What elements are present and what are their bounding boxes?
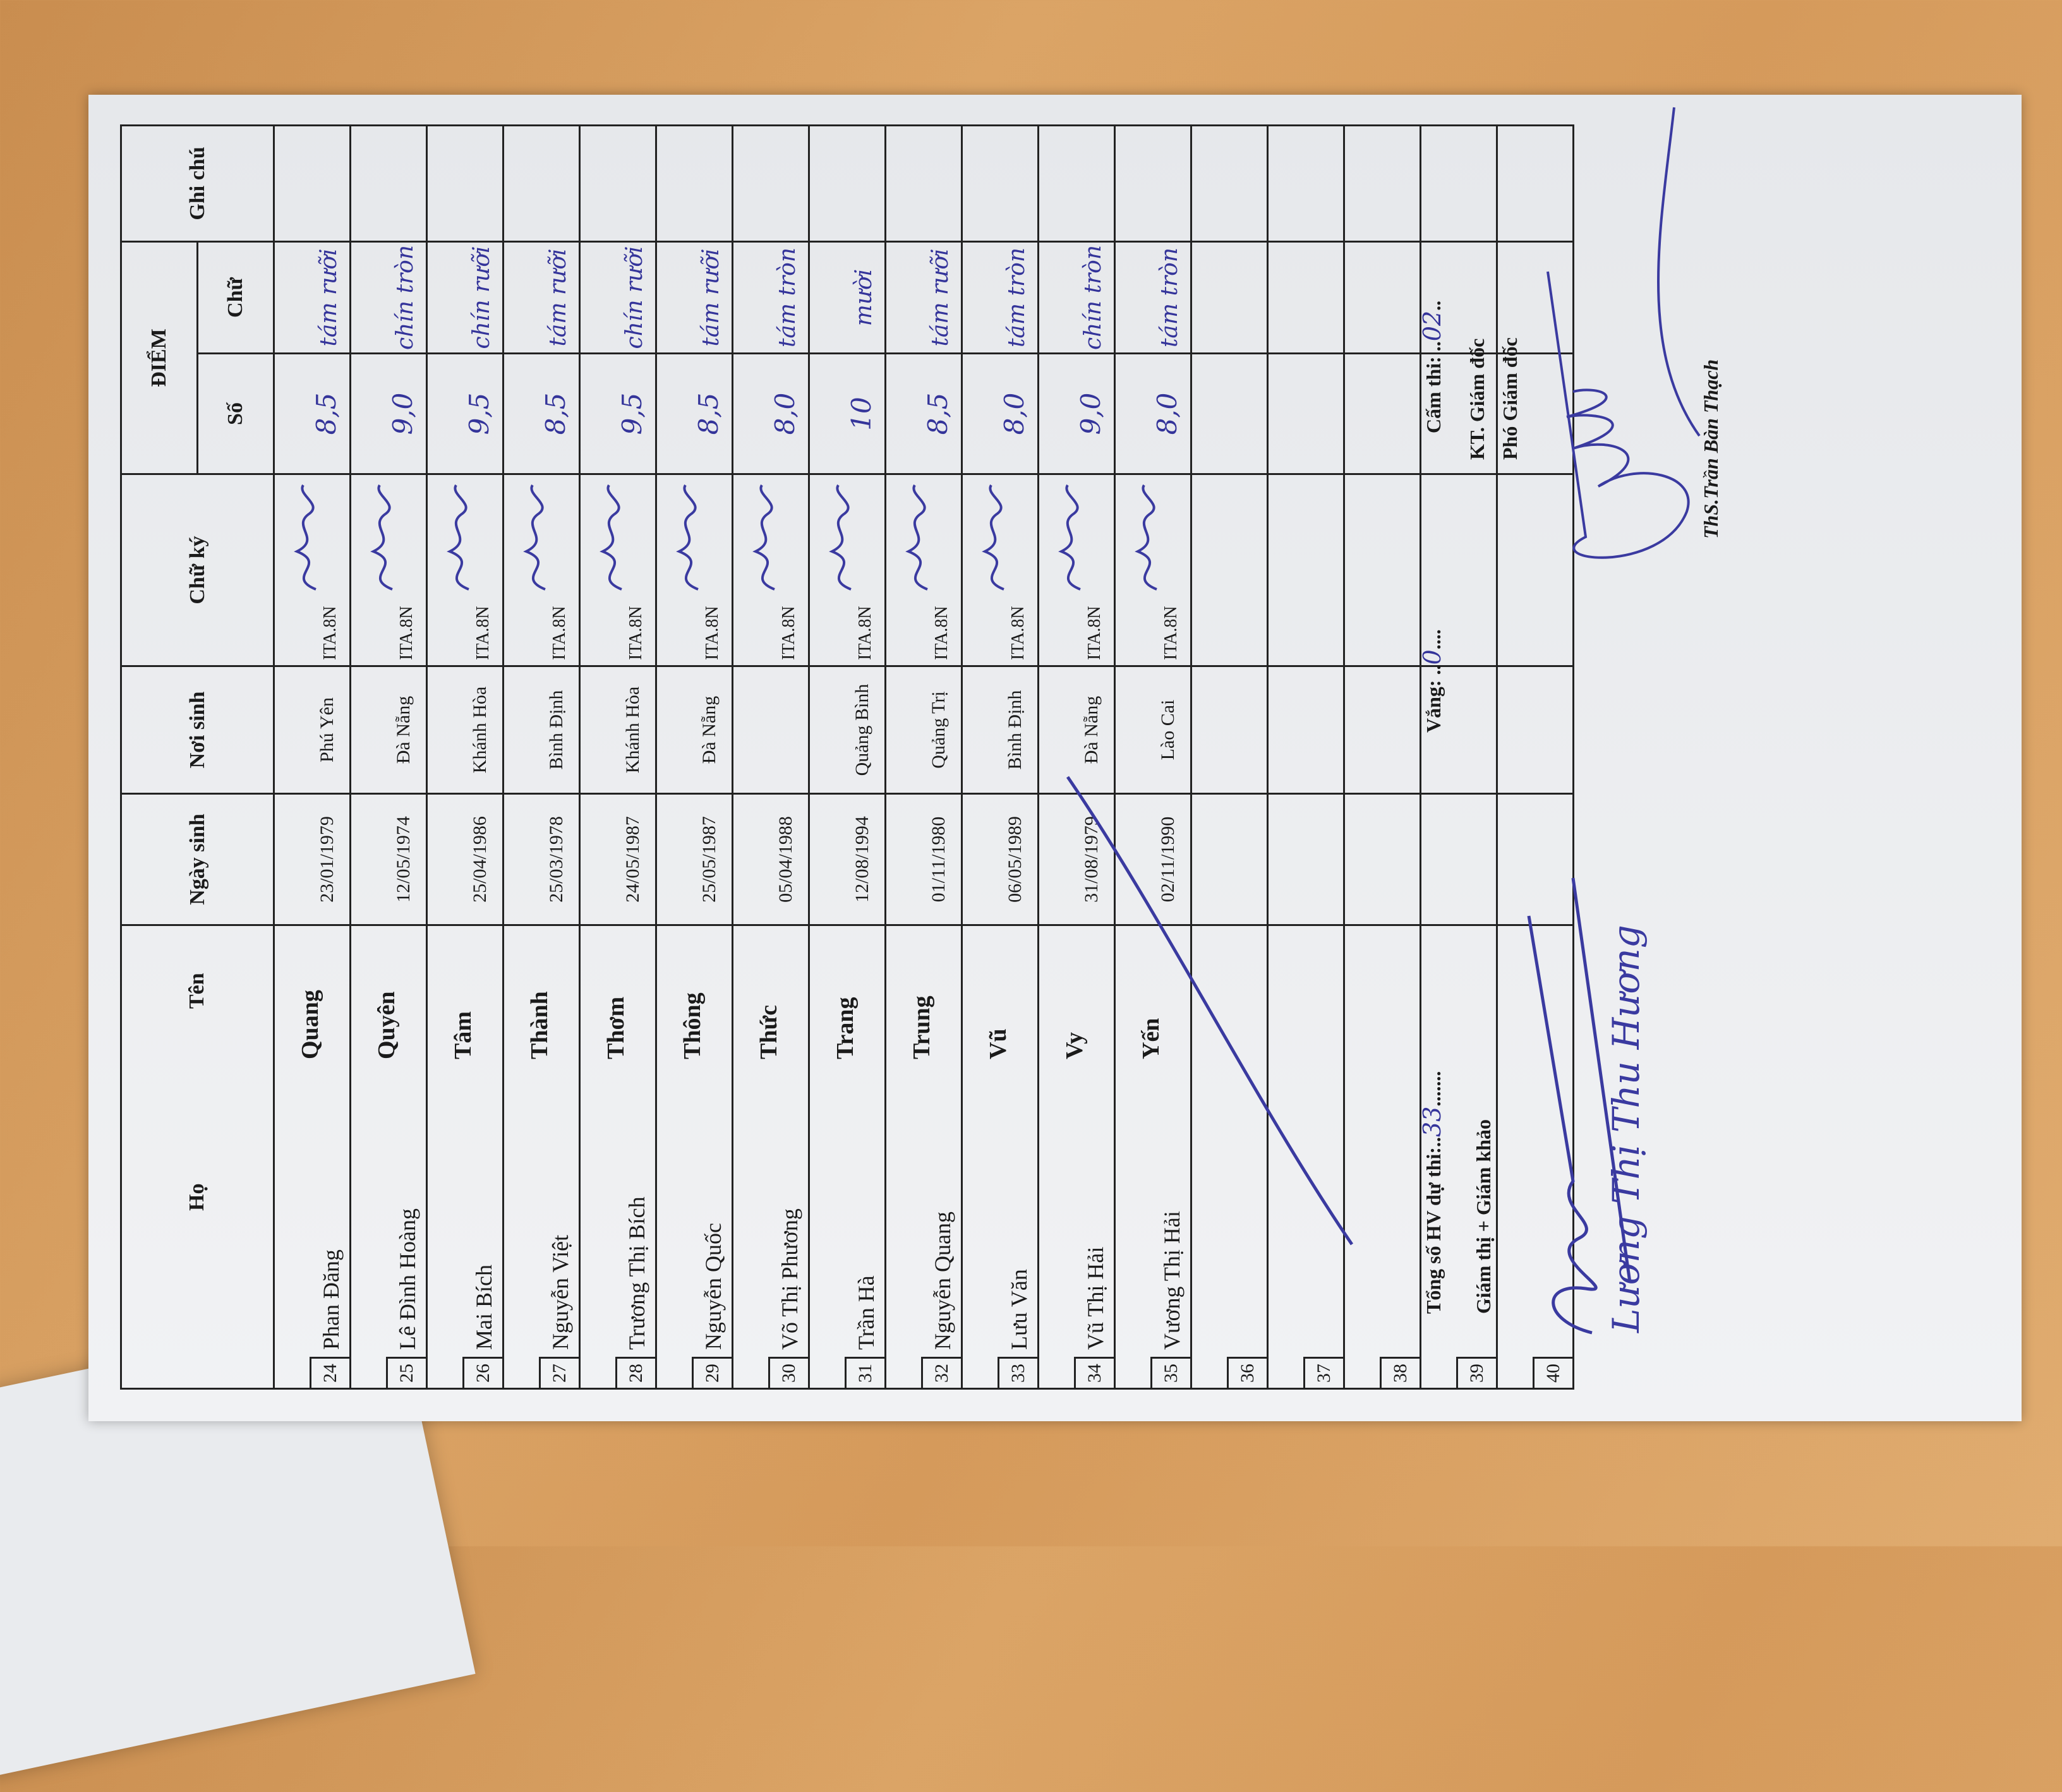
table-row: 32 Nguyễn Quang Trung 01/11/1980 Quảng Trị IT… bbox=[885, 125, 962, 1389]
proctor-signature bbox=[1527, 877, 1632, 1335]
candidate-signature bbox=[447, 484, 469, 591]
signature-cell: ITA.8N bbox=[274, 474, 351, 666]
candidate-signature bbox=[294, 484, 317, 591]
total-label: Tổng số HV dự thi:.. bbox=[1422, 1136, 1445, 1314]
director-signature bbox=[1546, 107, 1701, 559]
deputy-director-label: KT. Giám đốc bbox=[1466, 338, 1488, 460]
proctor-label: Giám thị + Giám khảo bbox=[1472, 1119, 1495, 1314]
candidate-signature bbox=[1058, 484, 1081, 591]
table-row: 35 Vương Thị Hải Yến 02/11/1990 Lào Cai ITA.8… bbox=[1114, 125, 1191, 1389]
candidate-signature bbox=[370, 484, 393, 591]
empty-rows-strike-line bbox=[1066, 776, 1354, 1246]
candidate-signature bbox=[829, 484, 852, 591]
signature-cell: ITA.8N bbox=[885, 474, 962, 666]
table-row: 25 Lê Đình Hoàng Quyên 12/05/1974 Đà Nẵng ITA… bbox=[350, 125, 427, 1389]
banned-dots: .. bbox=[1422, 300, 1445, 311]
candidate-signature bbox=[905, 484, 928, 591]
absent-count: Vắng: ..0.... bbox=[1418, 629, 1446, 733]
table-row: 28 Trương Thị Bích Thơm 24/05/1987 Khánh Hòa… bbox=[579, 125, 656, 1389]
candidate-signature bbox=[982, 484, 1004, 591]
signature-cell: ITA.8N bbox=[732, 474, 809, 666]
signature-cell: ITA.8N bbox=[426, 474, 503, 666]
candidate-signature bbox=[752, 484, 775, 591]
signature-cell: ITA.8N bbox=[1038, 474, 1115, 666]
table-row: 31 Trần Hà Trang 12/08/1994 Quảng Bình ITA.8N… bbox=[809, 125, 886, 1389]
table-row: 30 Võ Thị Phương Thức 05/04/1988 ITA.8N 8,0 tá… bbox=[732, 125, 809, 1389]
signature-cell: ITA.8N bbox=[1114, 474, 1191, 666]
signature-cell: ITA.8N bbox=[962, 474, 1039, 666]
table-row: 26 Mai Bích Tâm 25/04/1986 Khánh Hòa ITA.8N 9,… bbox=[426, 125, 503, 1389]
total-dots: ....... bbox=[1422, 1071, 1445, 1107]
table-row: 27 Nguyễn Việt Thành 25/03/1978 Bình Định ITA… bbox=[503, 125, 580, 1389]
signature-cell: ITA.8N bbox=[579, 474, 656, 666]
table-row: 34 Vũ Thị Hải Vy 31/08/1979 Đà Nẵng ITA.8N 9,0… bbox=[1038, 125, 1115, 1389]
score-table: Họ Tên Ngày sinh Nơi sinh Chữ ký ĐIỂM Gh… bbox=[120, 124, 1574, 1390]
signature-cell: ITA.8N bbox=[503, 474, 580, 666]
table-row: 33 Lưu Văn Vũ 06/05/1989 Bình Định ITA.8N 8,0 t… bbox=[962, 125, 1039, 1389]
absent-dots: .... bbox=[1422, 629, 1445, 650]
candidate-signature bbox=[1135, 484, 1157, 591]
banned-label: Cấm thi: .. bbox=[1422, 341, 1445, 433]
signature-cell: ITA.8N bbox=[809, 474, 886, 666]
absent-label: Vắng: .. bbox=[1422, 664, 1445, 733]
candidate-signature bbox=[676, 484, 699, 591]
banned-count: Cấm thi: ..02.. bbox=[1418, 301, 1446, 433]
banned-value: 02 bbox=[1418, 310, 1446, 342]
signature-cell: ITA.8N bbox=[656, 474, 733, 666]
table-row: 24 Phan Đăng Quang 23/01/1979 Phú Yên ITA.8N 8… bbox=[274, 125, 351, 1389]
total-candidates: Tổng số HV dự thi:..33....... bbox=[1418, 1071, 1446, 1314]
candidate-signature bbox=[523, 484, 546, 591]
absent-value: 0 bbox=[1418, 649, 1446, 665]
signature-cell: ITA.8N bbox=[350, 474, 427, 666]
table-row: 29 Nguyễn Quốc Thông 25/05/1987 Đà Nẵng ITA.8… bbox=[656, 125, 733, 1389]
total-value: 33 bbox=[1418, 1106, 1446, 1137]
candidate-signature bbox=[600, 484, 622, 591]
exam-score-sheet: Họ Tên Ngày sinh Nơi sinh Chữ ký ĐIỂM Gh… bbox=[88, 95, 2022, 1421]
